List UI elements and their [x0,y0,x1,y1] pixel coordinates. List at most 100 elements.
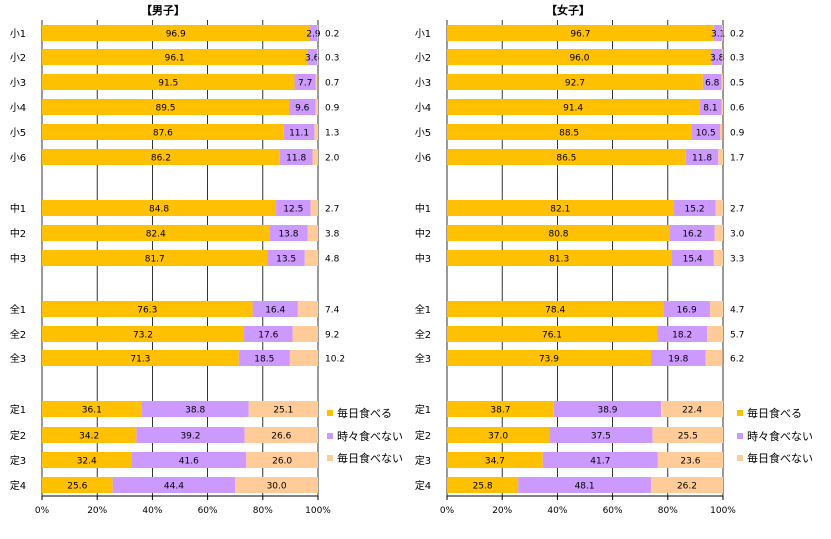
category-label: 小2 [415,52,431,64]
category-label: 中1 [415,202,431,215]
category-label: 定3 [10,454,26,467]
data-label: 80.8 [548,230,568,240]
bar-segment [314,124,318,140]
x-tick-label: 20% [87,506,107,516]
data-label: 91.5 [158,79,178,89]
category-label: 小5 [10,127,26,139]
chart-panel-0: 【男子】 0% 20% 40% 60% 80% 100% 小1 96.9 2.9 0.2 小2 96.1… [10,4,403,516]
category-label: 小6 [10,152,26,164]
bar-segment [447,250,672,266]
x-tick-label: 0% [35,506,50,516]
data-label: 81.7 [145,255,165,265]
data-label: 1.7 [730,154,744,164]
data-label: 3.1 [711,30,725,40]
data-label: 78.4 [545,306,565,316]
data-label: 10.5 [696,129,716,139]
data-label: 0.7 [325,79,339,89]
bar-segment [248,401,318,417]
bar-segment [663,301,711,317]
data-label: 25.5 [678,432,698,442]
bar-segment [447,401,554,417]
bar-segment [292,326,318,342]
data-label: 76.3 [137,306,157,316]
data-label: 48.1 [575,482,595,492]
legend-swatch [737,455,743,461]
data-label: 2.0 [325,154,340,164]
bar-segment [721,99,723,115]
bar-segment [707,326,723,342]
bar-segment [661,401,723,417]
data-label: 4.8 [325,255,340,265]
data-label: 19.8 [668,355,688,365]
bar-segment [42,452,132,468]
bar-segment [42,99,290,115]
category-label: 定4 [415,479,431,492]
bar-segment [715,200,723,216]
data-label: 18.5 [254,355,274,365]
bar-segment [42,477,113,493]
data-label: 25.6 [67,482,87,492]
bar-segment [307,225,318,241]
bar-segment [691,124,721,140]
data-label: 89.5 [155,104,175,114]
category-label: 中2 [415,227,431,240]
legend-swatch [737,410,743,416]
x-tick-label: 40% [547,506,567,516]
data-label: 86.5 [556,154,576,164]
data-label: 10.2 [325,355,345,365]
data-label: 86.2 [151,154,171,164]
data-label: 16.9 [677,306,697,316]
x-tick-label: 60% [603,506,623,516]
bar-segment [705,350,723,366]
x-tick-label: 100% [710,506,736,516]
x-tick-label: 20% [492,506,512,516]
bar-segment [238,350,290,366]
data-label: 73.2 [133,331,153,341]
bar-segment [722,49,723,65]
category-label: 定2 [10,429,26,442]
bar-segment [718,149,723,165]
data-label: 7.4 [325,306,340,316]
data-label: 17.6 [258,331,278,341]
bar-segment [671,250,714,266]
data-label: 0.9 [730,129,745,139]
category-label: 小6 [415,152,431,164]
data-label: 71.3 [130,355,150,365]
data-label: 37.5 [591,432,611,442]
legend-swatch [327,433,333,439]
data-label: 1.3 [325,129,339,139]
bar-segment [699,99,722,115]
bar-segment [673,200,716,216]
bar-segment [42,250,268,266]
category-label: 小5 [415,127,431,139]
bar-segment [685,149,719,165]
data-label: 41.6 [179,457,199,467]
chart-title: 【女子】 [546,3,590,17]
category-label: 中3 [10,252,26,265]
bar-segment [447,25,714,41]
bar-segment [711,49,723,65]
data-label: 2.9 [306,30,321,40]
data-label: 0.5 [730,79,744,89]
data-label: 38.9 [597,406,617,416]
category-label: 全2 [415,328,431,341]
data-label: 0.6 [730,104,745,114]
bar-segment [309,25,318,41]
bar-segment [42,200,277,216]
bar-segment [315,99,318,115]
bar-segment [141,401,249,417]
legend-label: 毎日食べる [747,406,802,420]
data-label: 87.6 [153,129,173,139]
bar-segment [657,326,708,342]
bar-segment [542,452,658,468]
bar-segment [267,250,305,266]
data-label: 25.1 [273,406,293,416]
data-label: 15.4 [683,255,703,265]
bar-segment [447,301,664,317]
data-label: 16.4 [265,306,285,316]
data-label: 76.1 [542,331,562,341]
data-label: 7.7 [298,79,312,89]
data-label: 91.4 [563,104,583,114]
bar-segment [269,225,308,241]
